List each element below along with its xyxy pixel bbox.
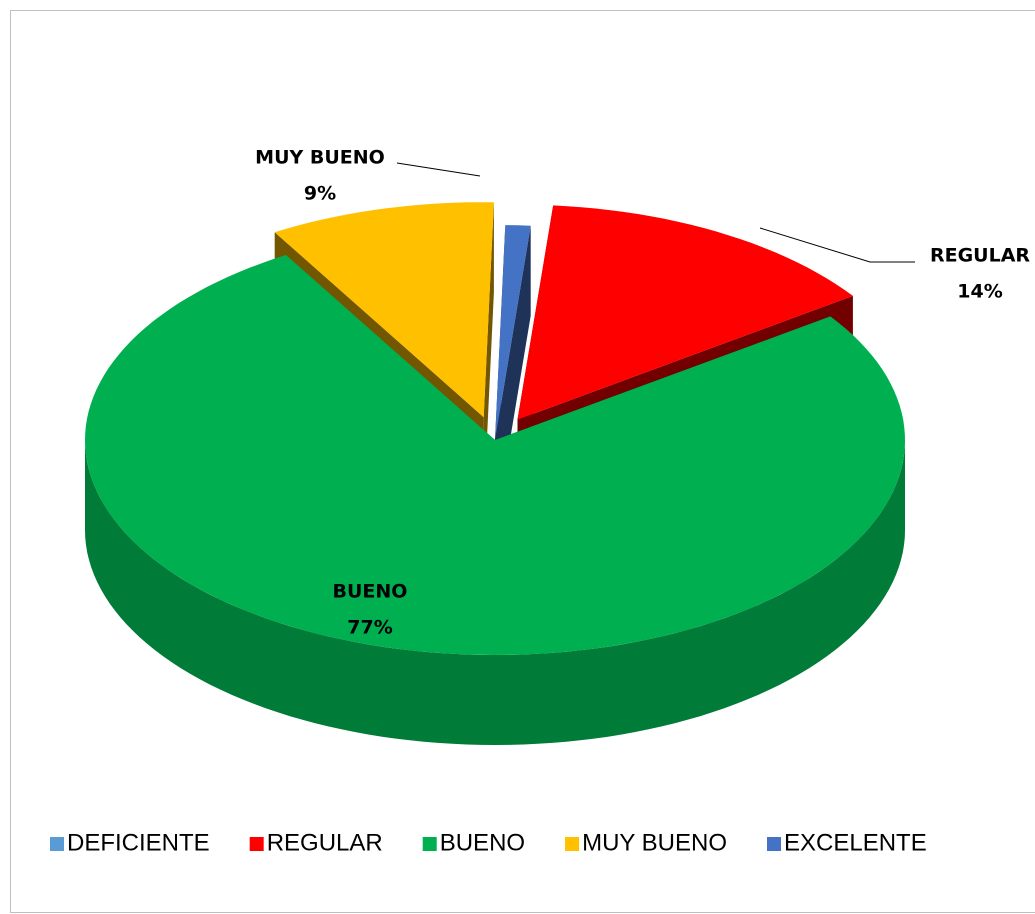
data-label: 14% [957,281,1002,303]
legend-label: MUY BUENO [582,829,727,856]
leader-line [396,162,481,177]
slice [274,202,494,418]
legend-swatch [50,837,64,851]
slice [517,205,853,420]
legend-swatch [249,837,264,851]
legend-swatch [565,837,580,851]
legend-label: BUENO [440,829,525,856]
legend-label: REGULAR [267,829,383,856]
leader-line [759,227,915,263]
legend-swatch [422,837,437,851]
legend-label: EXCELENTE [784,829,927,856]
legend-label: DEFICIENTE [67,829,210,856]
data-label-name: REGULAR [930,245,1030,267]
slice-wall [483,202,494,508]
data-label: 9% [304,183,336,205]
slice [85,255,905,655]
legend-swatch [767,837,781,851]
data-label-name: BUENO [333,581,408,603]
data-label: 77% [347,617,392,639]
data-label-name: MUY BUENO [255,147,385,169]
slice [495,225,531,440]
slice-side [85,440,905,745]
